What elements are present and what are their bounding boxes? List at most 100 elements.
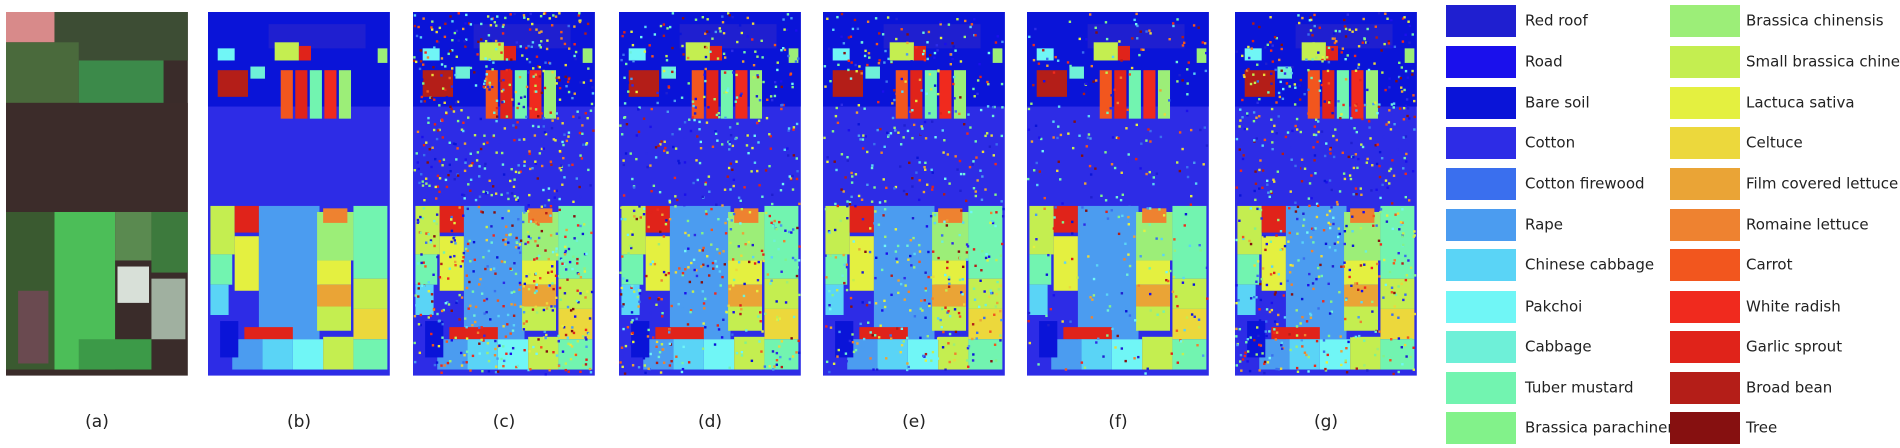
map-speckle: [763, 365, 767, 368]
map-speckle: [1355, 109, 1358, 112]
map-speckle: [573, 25, 576, 28]
map-speckle: [435, 40, 439, 43]
map-speckle: [687, 266, 690, 269]
map-speckle: [990, 291, 993, 295]
map-speckle: [1114, 346, 1117, 349]
map-speckle: [1356, 288, 1360, 292]
map-speckle: [868, 56, 871, 59]
map-speckle: [911, 136, 914, 140]
map-speckle: [1106, 309, 1110, 312]
map-speckle: [584, 336, 587, 339]
map-speckle: [451, 49, 454, 52]
map-speckle: [780, 270, 783, 273]
map-speckle: [1327, 82, 1331, 85]
map-speckle: [455, 55, 458, 58]
map-region: [709, 45, 723, 61]
map-speckle: [994, 359, 998, 362]
map-speckle: [436, 174, 440, 178]
map-speckle: [463, 39, 466, 43]
map-speckle: [1296, 370, 1300, 373]
map-speckle: [962, 172, 966, 176]
map-speckle: [1187, 61, 1190, 64]
image-region: [151, 278, 186, 340]
map-speckle: [474, 320, 477, 324]
map-speckle: [483, 312, 486, 315]
map-speckle: [456, 229, 460, 232]
map-speckle: [514, 272, 518, 276]
map-speckle: [551, 119, 554, 122]
map-speckle: [1246, 360, 1249, 363]
map-speckle: [1264, 62, 1268, 66]
map-speckle: [540, 164, 544, 168]
map-speckle: [1194, 182, 1198, 185]
map-speckle: [1256, 274, 1259, 278]
map-speckle: [495, 106, 499, 110]
map-speckle: [629, 244, 632, 248]
map-speckle: [623, 102, 627, 105]
map-speckle: [1388, 86, 1391, 89]
map-speckle: [1313, 159, 1316, 162]
map-speckle: [1328, 246, 1332, 249]
map-speckle: [828, 370, 831, 374]
map-speckle: [1251, 39, 1255, 43]
map-speckle: [430, 26, 433, 29]
map-speckle: [465, 43, 469, 46]
map-speckle: [496, 256, 499, 259]
map-speckle: [979, 279, 982, 282]
map-speckle: [1261, 267, 1265, 270]
map-speckle: [1327, 60, 1331, 64]
map-speckle: [1346, 54, 1349, 57]
map-speckle: [429, 239, 433, 242]
map-speckle: [707, 30, 711, 33]
map-speckle: [1239, 353, 1243, 357]
map-speckle: [952, 45, 955, 48]
map-speckle: [420, 173, 423, 176]
map-speckle: [525, 46, 528, 50]
map-speckle: [856, 342, 859, 345]
map-speckle: [694, 18, 698, 21]
map-speckle: [1334, 249, 1337, 252]
map-speckle: [1176, 304, 1179, 308]
map-speckle: [1366, 27, 1369, 31]
map-speckle: [1203, 42, 1207, 45]
map-speckle: [566, 278, 569, 281]
map-speckle: [668, 331, 671, 334]
map-speckle: [731, 333, 734, 336]
map-speckle: [829, 307, 832, 311]
map-speckle: [1312, 241, 1315, 244]
map-speckle: [518, 288, 521, 291]
map-speckle: [1268, 356, 1271, 360]
map-speckle: [927, 30, 931, 34]
map-speckle: [413, 24, 417, 28]
map-speckle: [686, 56, 690, 60]
map-speckle: [986, 80, 989, 84]
map-speckle: [525, 115, 528, 119]
map-speckle: [704, 55, 708, 59]
map-speckle: [1384, 12, 1387, 15]
map-speckle: [630, 321, 633, 324]
map-speckle: [438, 160, 442, 163]
map-speckle: [433, 219, 436, 223]
map-speckle: [579, 154, 582, 157]
map-speckle: [441, 119, 444, 122]
map-speckle: [567, 77, 571, 81]
map-speckle: [702, 263, 705, 266]
map-speckle: [540, 91, 544, 95]
map-speckle: [522, 105, 526, 109]
map-speckle: [513, 195, 517, 198]
map-speckle: [1088, 164, 1092, 168]
map-speckle: [856, 27, 860, 31]
map-region: [661, 66, 676, 79]
map-speckle: [1332, 32, 1336, 35]
map-speckle: [1332, 155, 1336, 159]
map-speckle: [1244, 123, 1248, 127]
map-speckle: [1275, 331, 1279, 334]
map-speckle: [1163, 113, 1166, 116]
map-speckle: [531, 167, 534, 170]
map-speckle: [1402, 300, 1406, 303]
legend-label: Garlic sprout: [1746, 338, 1842, 356]
map-speckle: [528, 28, 532, 31]
map-speckle: [974, 194, 978, 198]
map-speckle: [721, 21, 725, 24]
map-speckle: [1104, 21, 1108, 24]
